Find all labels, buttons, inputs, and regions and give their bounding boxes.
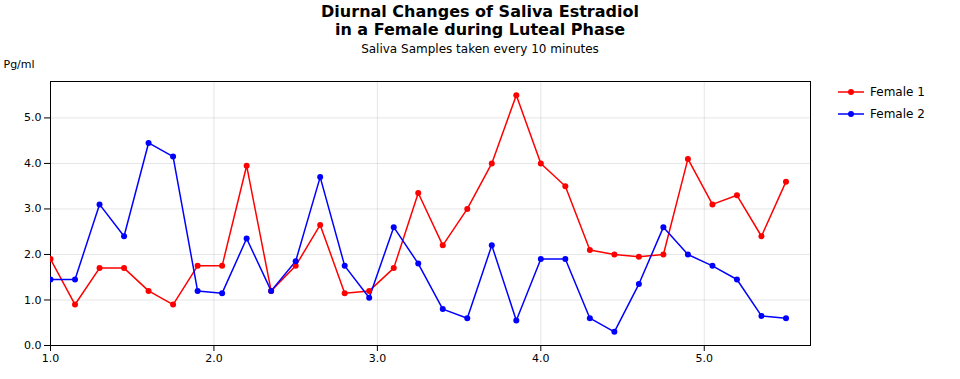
svg-text:Pg/ml: Pg/ml (4, 59, 35, 72)
svg-text:4.0: 4.0 (24, 157, 42, 170)
html-text:Female 1: Female 1 (870, 85, 925, 100)
html-text:Female 2: Female 2 (870, 107, 925, 122)
svg-text:5.0: 5.0 (696, 353, 714, 366)
svg-text:4.0: 4.0 (532, 353, 550, 366)
svg-text:1.0: 1.0 (42, 353, 60, 366)
svg-text:5.0: 5.0 (24, 112, 42, 125)
svg-text:2.0: 2.0 (205, 353, 223, 366)
html-text:Saliva Samples taken every 10: Saliva Samples taken every 10 minutes (361, 41, 599, 56)
svg-text:3.0: 3.0 (369, 353, 387, 366)
svg-text:0.0: 0.0 (24, 339, 42, 352)
html-text:Diurnal Changes of Saliva Estr: Diurnal Changes of Saliva Estradiol in a… (321, 2, 639, 40)
svg-text:2.0: 2.0 (24, 248, 42, 261)
svg-text:3.0: 3.0 (24, 203, 42, 216)
svg-text:1.0: 1.0 (24, 294, 42, 307)
